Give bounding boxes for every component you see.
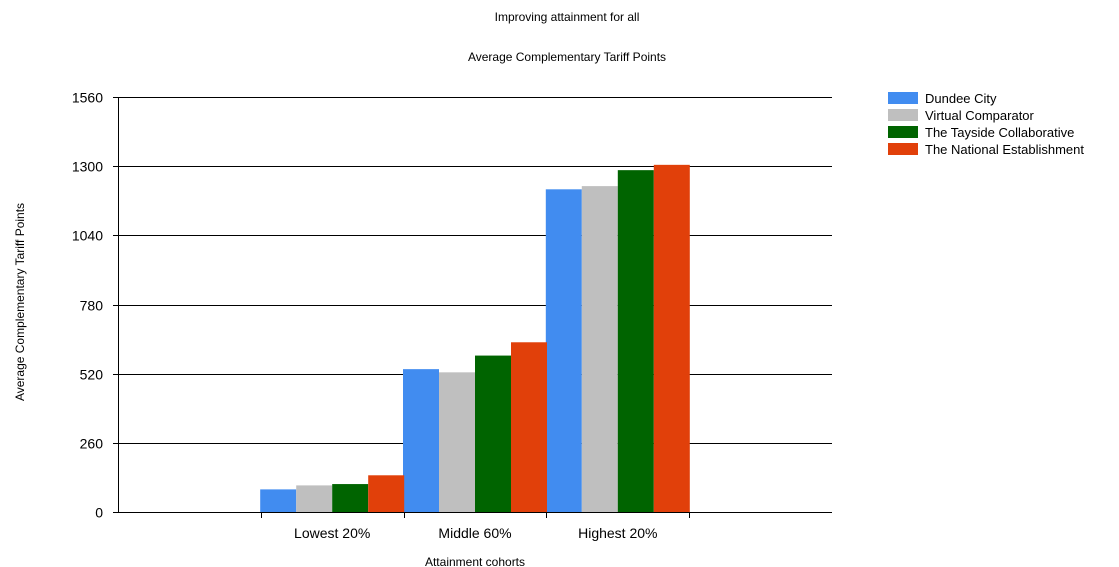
bars [260, 164, 690, 513]
legend-swatch [888, 92, 918, 104]
bar [545, 189, 582, 512]
bar [581, 186, 618, 512]
bar [332, 484, 369, 512]
y-axis-title: Average Complementary Tariff Points [13, 203, 27, 401]
y-tick-label: 0 [95, 505, 103, 521]
legend-swatch [888, 109, 918, 121]
x-tick-label: Lowest 20% [294, 525, 370, 541]
y-tick-label: 1560 [72, 90, 103, 106]
x-tick-label: Highest 20% [578, 525, 657, 541]
x-axis-title: Attainment cohorts [425, 555, 525, 567]
legend-label: The National Establishment [925, 142, 1084, 157]
legend-label: The Tayside Collaborative [925, 125, 1074, 140]
bar [439, 372, 475, 512]
bar [475, 355, 511, 512]
y-tick-labels: 0 260 520 780 1040 1300 1560 [72, 90, 103, 521]
bar [617, 170, 654, 513]
chart-subtitle: Average Complementary Tariff Points [468, 50, 666, 64]
axes [113, 97, 832, 518]
bar [403, 369, 439, 512]
y-tick-label: 1040 [72, 228, 103, 244]
x-tick-label: Middle 60% [438, 525, 511, 541]
legend-swatch [888, 126, 918, 138]
x-tick-labels: Lowest 20% Middle 60% Highest 20% [294, 525, 657, 541]
y-tick-label: 520 [80, 367, 104, 383]
gridlines [113, 97, 832, 444]
legend-swatch [888, 143, 918, 155]
legend-label: Dundee City [925, 91, 997, 106]
bar [296, 485, 333, 512]
bar [368, 475, 405, 512]
legend: Dundee City Virtual Comparator The Tayside… [888, 91, 1084, 157]
y-tick-label: 780 [80, 298, 104, 314]
bar [511, 342, 547, 512]
bar [260, 489, 297, 512]
y-tick-label: 1300 [72, 159, 103, 175]
legend-label: Virtual Comparator [925, 108, 1035, 123]
bar [653, 164, 690, 512]
y-tick-label: 260 [80, 436, 104, 452]
chart-title: Improving attainment for all [495, 10, 640, 24]
